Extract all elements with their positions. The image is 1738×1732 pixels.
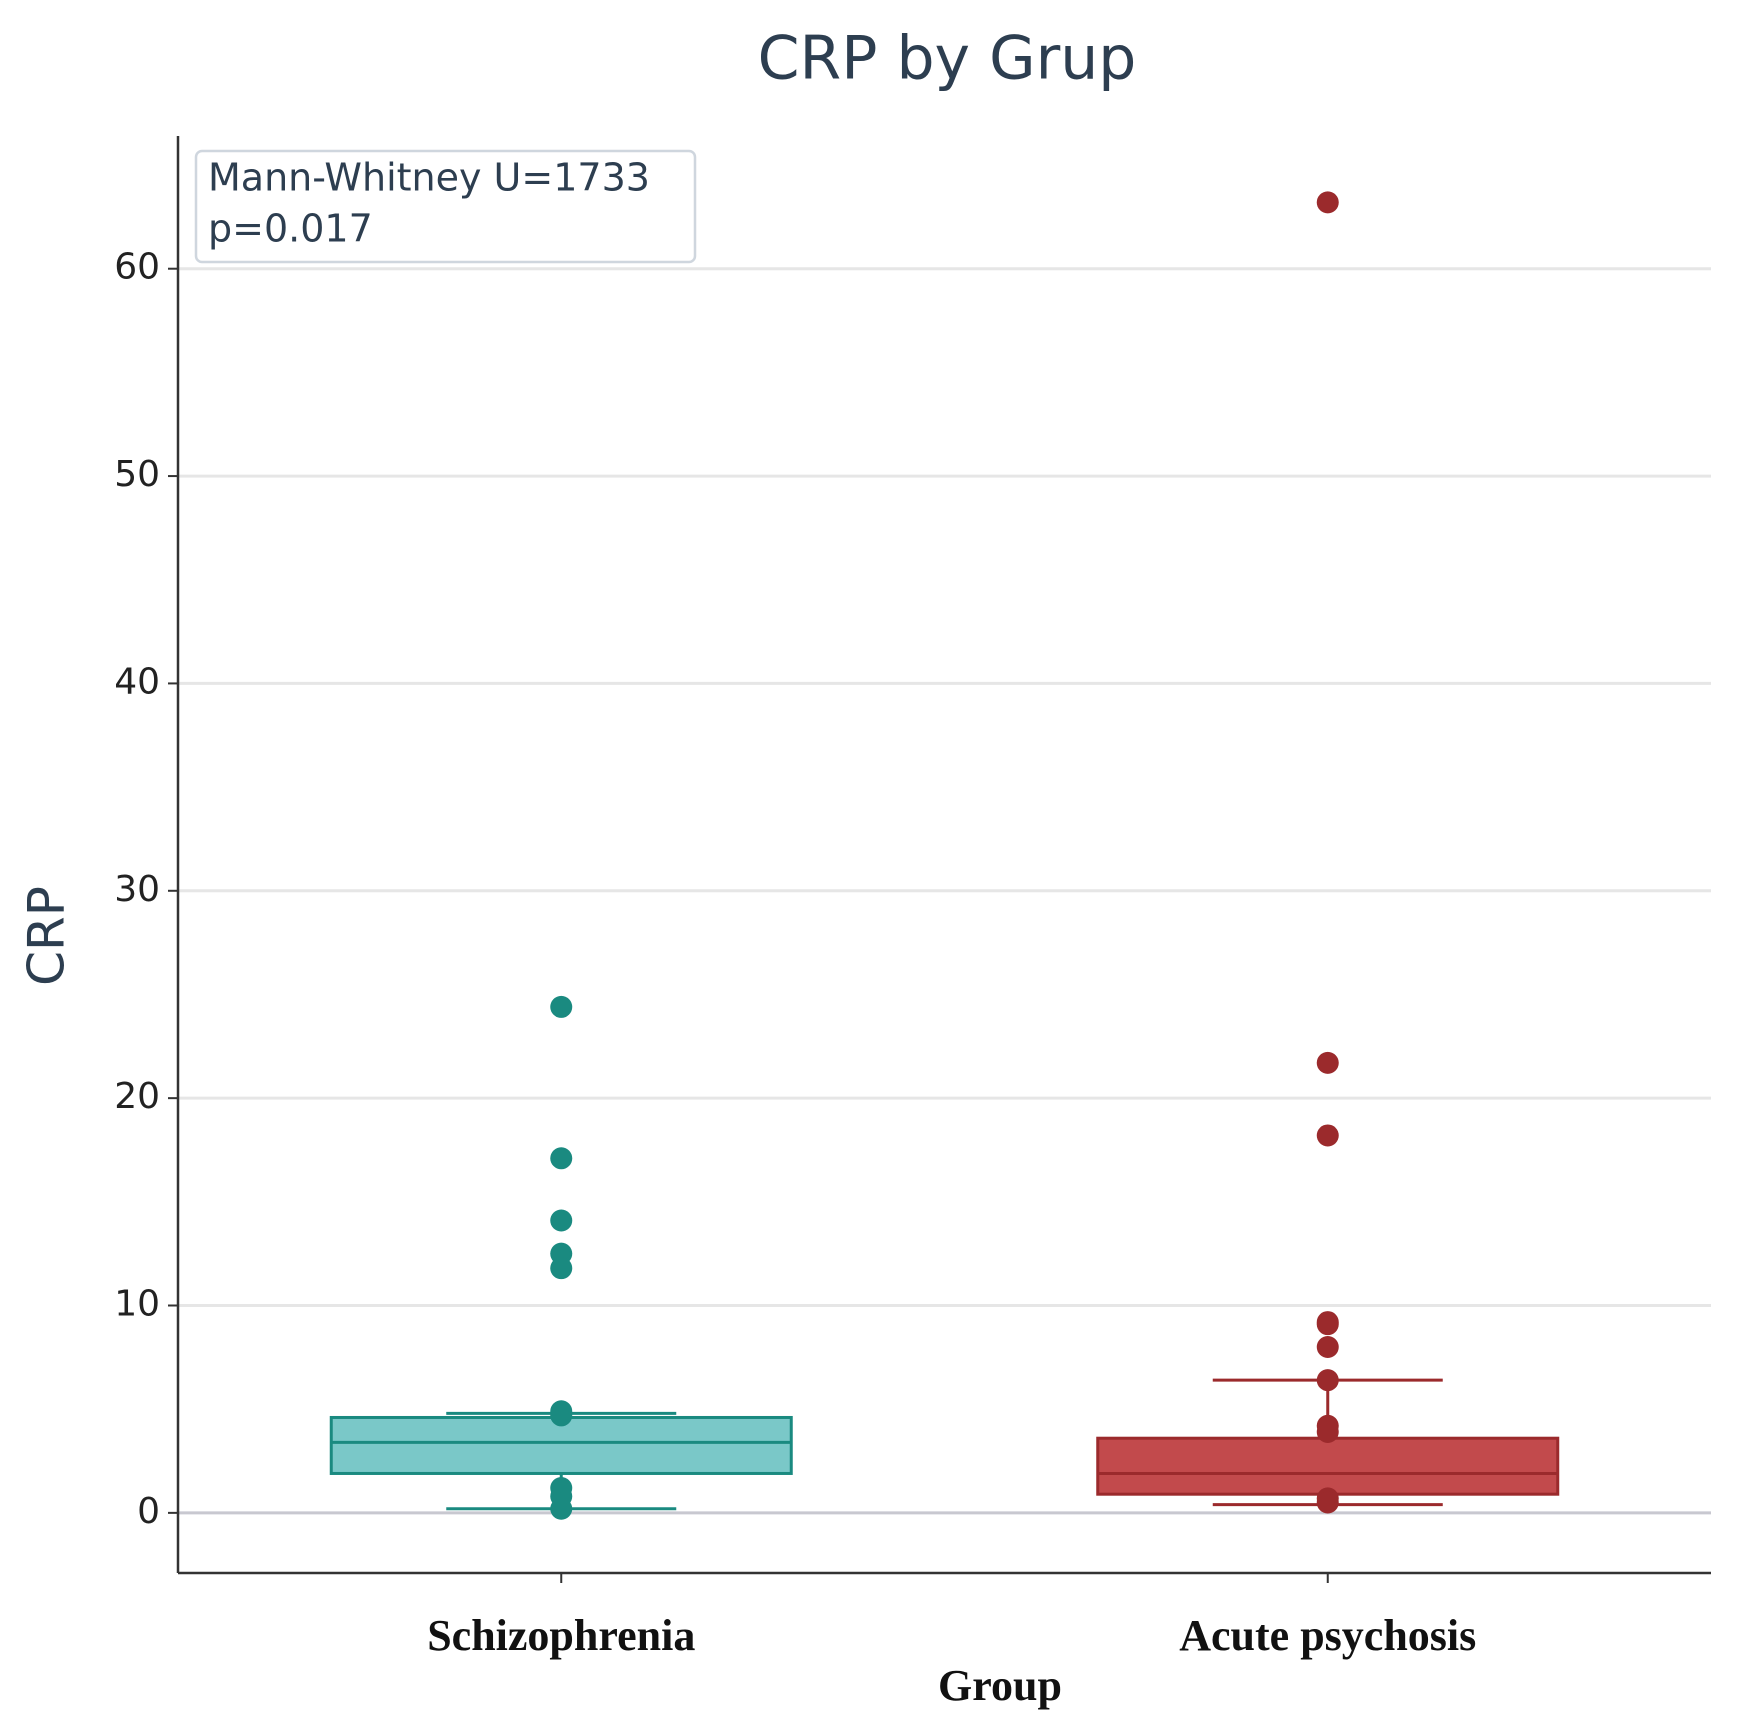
- data-point: [550, 1147, 573, 1170]
- chart-title: CRP by Grup: [758, 24, 1137, 94]
- data-point: [550, 995, 573, 1018]
- box: [1096, 1436, 1560, 1496]
- annotation-text: p=0.017: [208, 207, 373, 251]
- y-tick-label: 40: [114, 661, 160, 702]
- data-point: [1316, 1124, 1339, 1147]
- data-point: [1316, 1491, 1339, 1514]
- x-axis-label: Group: [938, 1661, 1062, 1710]
- annotation-box: [194, 149, 697, 264]
- data-point: [1316, 191, 1339, 214]
- y-tick-label: 30: [114, 869, 160, 910]
- y-tick-label: 60: [114, 247, 160, 288]
- y-tick-label: 50: [114, 454, 160, 495]
- y-tick-label: 20: [114, 1076, 160, 1117]
- y-tick-label: 10: [114, 1284, 160, 1325]
- data-point: [1316, 1051, 1339, 1074]
- data-point: [1316, 1420, 1339, 1443]
- y-tick-label: 0: [137, 1491, 160, 1532]
- data-point: [1316, 1313, 1339, 1336]
- data-point: [550, 1257, 573, 1280]
- data-point: [1316, 1369, 1339, 1392]
- data-point: [550, 1497, 573, 1520]
- annotation-text: Mann-Whitney U=1733: [208, 156, 650, 200]
- data-point: [550, 1209, 573, 1232]
- x-tick-label: Acute psychosis: [1179, 1611, 1476, 1660]
- x-tick-label: Schizophrenia: [427, 1611, 695, 1660]
- y-axis-label: CRP: [18, 886, 76, 986]
- data-point: [1316, 1335, 1339, 1358]
- data-point: [550, 1404, 573, 1427]
